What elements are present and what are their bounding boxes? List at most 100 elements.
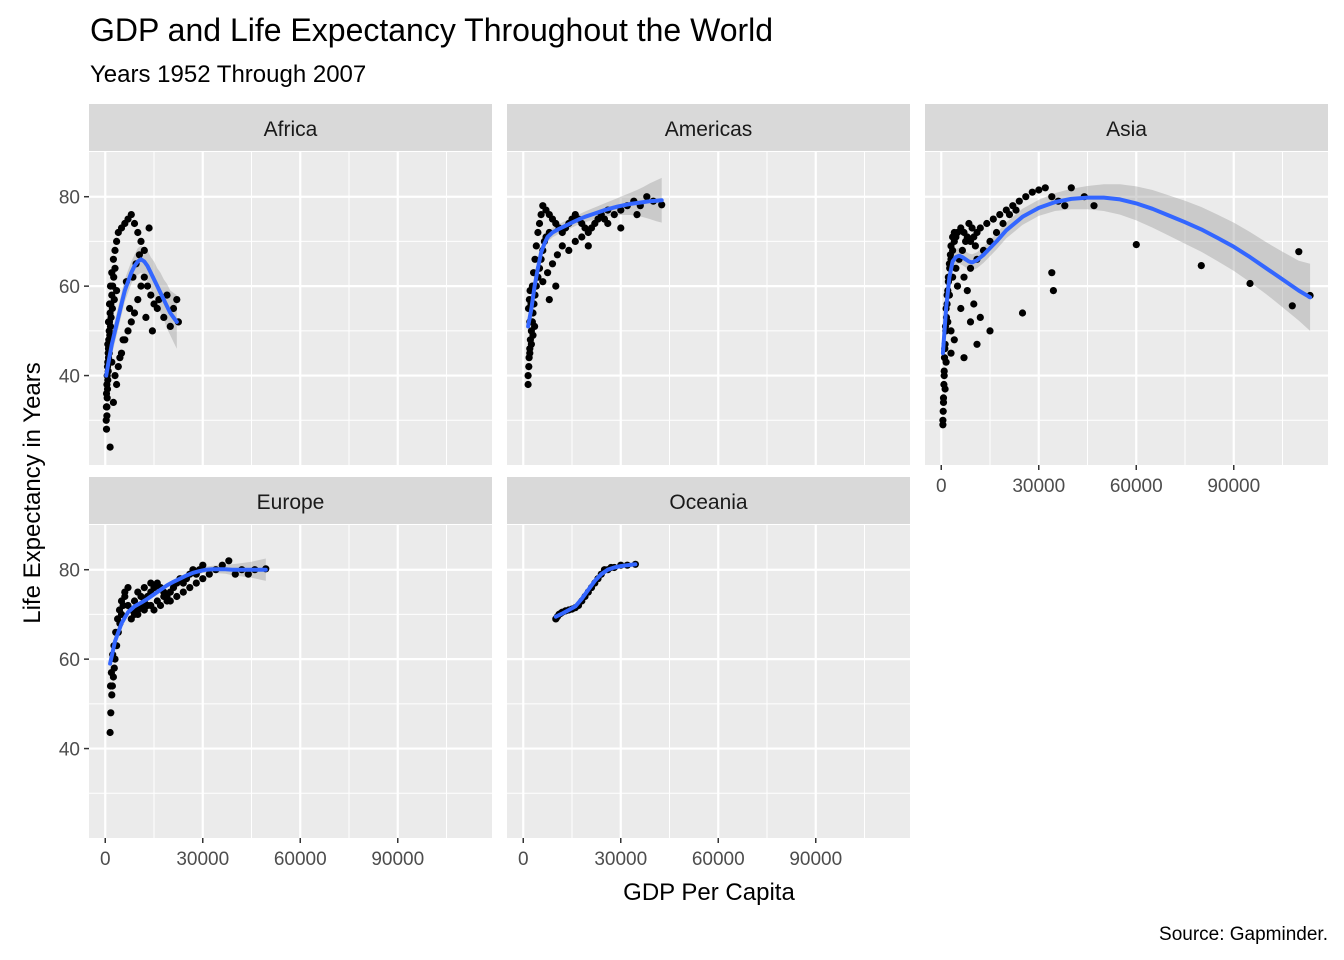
data-point — [552, 282, 560, 290]
panel-background — [89, 525, 492, 838]
data-point — [1048, 269, 1056, 277]
data-point — [949, 246, 957, 254]
data-point — [179, 588, 187, 596]
data-point — [950, 336, 958, 344]
data-point — [150, 606, 158, 614]
data-point — [966, 318, 975, 326]
data-point — [604, 219, 612, 228]
data-point — [986, 237, 994, 245]
x-tick-label: 60000 — [274, 849, 327, 870]
data-point — [643, 193, 651, 201]
data-point — [156, 601, 165, 610]
panel-background — [507, 152, 910, 465]
data-point — [107, 709, 115, 717]
data-point — [130, 219, 139, 228]
x-tick-label: 0 — [100, 849, 111, 870]
confidence-band-africa — [106, 245, 177, 394]
data-point — [966, 264, 975, 272]
y-axis-title: Life Expectancy in Years — [19, 362, 46, 624]
data-point — [106, 282, 115, 290]
data-point — [534, 228, 542, 237]
data-point — [544, 269, 552, 277]
data-point — [578, 233, 586, 241]
data-point — [958, 246, 967, 254]
facet-strip-europe — [89, 477, 492, 524]
smooth-line-oceania — [553, 562, 638, 619]
data-point — [134, 296, 142, 304]
data-point — [124, 327, 132, 335]
data-point — [106, 443, 114, 451]
x-tick-label: 0 — [936, 476, 947, 497]
x-tick-label: 60000 — [1110, 476, 1163, 497]
data-point — [218, 561, 226, 569]
data-point — [526, 349, 534, 357]
data-point — [535, 219, 544, 228]
panel-background — [925, 152, 1328, 465]
smooth-line-asia — [940, 195, 1313, 356]
data-point — [960, 354, 968, 362]
data-point — [524, 380, 532, 389]
data-point — [548, 260, 557, 268]
facet-strip-label-europe: Europe — [257, 491, 325, 514]
data-point — [1049, 287, 1057, 295]
data-point — [1048, 193, 1056, 201]
data-point — [145, 224, 153, 232]
facet-strip-label-africa: Africa — [264, 118, 318, 141]
data-point — [104, 318, 113, 326]
data-point — [1012, 206, 1020, 214]
data-point — [539, 278, 547, 286]
data-point — [525, 363, 533, 371]
data-point — [166, 322, 174, 330]
data-point — [976, 224, 984, 232]
facet-panel-europe: Europe 40 60 80 0 30000 60000 90000 — [59, 477, 492, 870]
data-point — [140, 246, 148, 254]
data-point — [529, 331, 537, 339]
data-point — [963, 287, 971, 295]
data-point — [952, 264, 960, 272]
x-tick-label: 30000 — [176, 849, 229, 870]
data-point — [531, 255, 539, 263]
data-point — [1022, 193, 1030, 201]
y-tick-label: 60 — [59, 277, 80, 298]
data-point — [109, 398, 117, 406]
data-point — [989, 215, 997, 223]
data-point — [117, 597, 126, 605]
data-point — [134, 610, 142, 619]
data-point — [111, 372, 119, 380]
data-point — [531, 322, 539, 330]
facet-strip-africa — [89, 104, 492, 151]
data-point — [103, 385, 112, 393]
x-tick-label: 0 — [518, 849, 529, 870]
data-point — [617, 224, 625, 232]
data-point — [103, 412, 111, 420]
data-point — [114, 363, 122, 371]
data-point — [109, 255, 117, 263]
data-point — [130, 309, 139, 317]
facet-panel-asia: Asia 0 30000 60000 90000 — [925, 104, 1328, 497]
data-point — [130, 597, 139, 605]
data-point — [108, 269, 116, 277]
facet-panel-africa: Africa 40 60 80 — [59, 104, 492, 465]
data-point — [1090, 202, 1098, 210]
data-point — [942, 358, 950, 366]
facet-panel-americas: Americas — [507, 104, 910, 465]
data-point — [231, 570, 239, 578]
confidence-band-americas — [528, 177, 662, 334]
data-point — [939, 416, 947, 424]
data-point — [941, 385, 949, 393]
chart-subtitle: Years 1952 Through 2007 — [90, 61, 366, 88]
data-point — [173, 296, 181, 304]
smooth-line-europe — [108, 567, 268, 666]
data-point — [105, 300, 114, 308]
data-point — [1246, 279, 1254, 288]
data-point — [115, 606, 124, 614]
data-point — [107, 669, 115, 677]
data-point — [1018, 309, 1027, 317]
data-point — [160, 313, 168, 321]
data-point — [976, 313, 984, 321]
data-point — [527, 340, 536, 348]
y-tick-label: 80 — [59, 561, 80, 582]
data-point — [537, 211, 545, 219]
data-point — [970, 300, 978, 308]
data-point — [114, 615, 122, 623]
